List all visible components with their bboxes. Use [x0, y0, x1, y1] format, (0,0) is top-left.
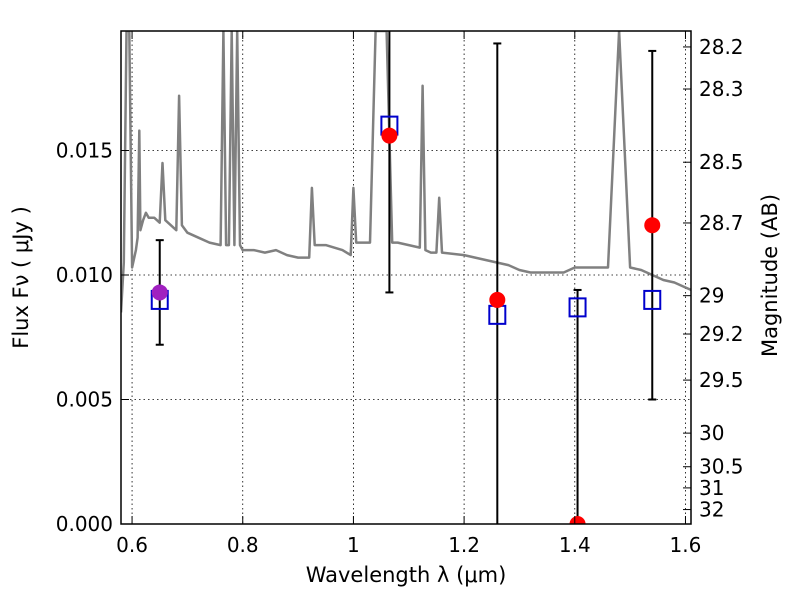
y-axis-label: Flux Fν ( μJy ) [9, 206, 33, 349]
magnitude-tick-label: 28.3 [699, 77, 744, 101]
x-axis-label: Wavelength λ (μm) [306, 563, 507, 587]
magnitude-tick-label: 30.5 [699, 455, 744, 479]
x-tick-label: 1 [347, 533, 360, 557]
plot-content [121, 31, 691, 524]
magnitude-tick-label: 29 [699, 284, 724, 308]
y-tick-label: 0.015 [56, 139, 113, 163]
magnitude-tick-label: 31 [699, 476, 724, 500]
error-bar [493, 42, 502, 524]
magnitude-axis-label: Magnitude (AB) [758, 194, 782, 357]
y-tick-label: 0.010 [56, 263, 113, 287]
magnitude-tick-label: 28.5 [699, 150, 744, 174]
y-axis: 0.000 0.005 0.010 0.015 [56, 139, 129, 536]
magnitude-tick-label: 32 [699, 498, 724, 522]
error-bar [385, 31, 394, 294]
magnitude-tick-label: 29.5 [699, 368, 744, 392]
x-tick-label: 0.6 [116, 533, 148, 557]
magnitude-tick-label: 28.7 [699, 211, 744, 235]
y-tick-label: 0.000 [56, 512, 113, 536]
x-tick-label: 0.8 [227, 533, 259, 557]
observed-flux-point [381, 127, 398, 144]
model-photometry-square [643, 289, 662, 310]
magnitude-tick-label: 30 [699, 421, 724, 445]
grid [121, 31, 691, 525]
model-spectrum-line [121, 31, 691, 313]
observed-flux-point [489, 291, 506, 308]
x-axis: 0.6 0.8 1 1.2 1.4 1.6 [116, 31, 701, 557]
x-tick-label: 1.6 [670, 533, 702, 557]
x-tick-label: 1.2 [448, 533, 480, 557]
plot-frame [120, 30, 692, 525]
magnitude-tick-label: 29.2 [699, 322, 744, 346]
observed-flux-point [644, 217, 661, 234]
magnitude-tick-label: 28.2 [699, 35, 744, 59]
observed-flux-point [151, 284, 168, 301]
y-tick-label: 0.005 [56, 388, 113, 412]
x-tick-label: 1.4 [559, 533, 591, 557]
model-photometry-square [568, 297, 587, 318]
observed-flux-point [569, 516, 586, 524]
error-bar [573, 288, 582, 524]
